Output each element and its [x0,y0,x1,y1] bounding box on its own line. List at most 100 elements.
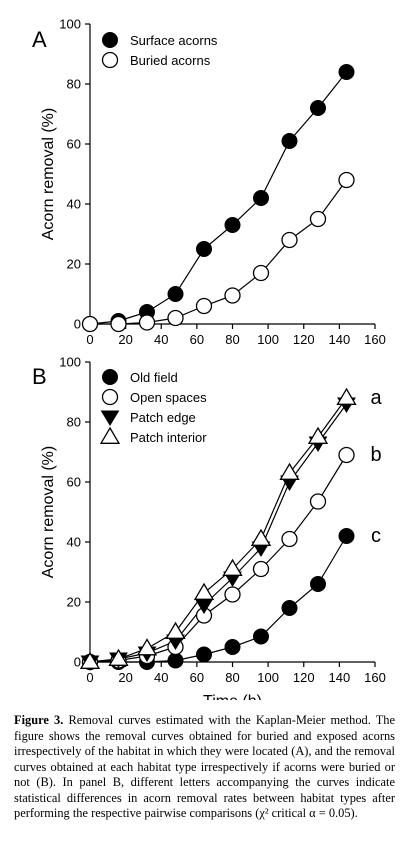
data-point-patch-interior [165,621,186,639]
data-point-buried-acorns [252,264,270,282]
figure: 0 20 40 60 80 100 0 20 40 60 80 100 120 140 160 Acorn r… [32,17,386,701]
data-point-old-field [224,639,241,655]
data-point-patch-interior [79,651,101,669]
legend-label: Surface acorns [130,33,218,48]
significance-letter: b [370,444,381,466]
caption-last-line: (χ² critical α = 0.05). [255,806,358,820]
legend-label: Open spaces [130,390,207,405]
data-point-open-spaces [309,493,327,510]
data-point-patch-interior [250,528,272,546]
x-tick-label: 140 [329,670,351,685]
series-line-patch-interior [89,397,347,663]
data-point-buried-acorns [167,309,184,327]
series-line-old-field [90,535,348,663]
legend-label: Old field [130,370,178,385]
data-point-patch-interior [279,462,300,480]
y-tick-label: 40 [67,197,81,212]
x-tick-label: 140 [329,332,351,347]
data-point-old-field [310,576,326,592]
legend-marker-open-spaces [101,388,119,406]
data-point-patch-interior [336,387,357,405]
data-point-buried-acorns [309,210,327,228]
x-tick-label: 100 [257,332,279,347]
legend-label: Buried acorns [130,53,211,68]
caption-text: Removal curves estimated with the Kaplan… [14,713,395,820]
data-point-surface-acorns [338,64,355,80]
data-point-open-spaces [338,446,355,464]
y-tick-label: 80 [67,77,81,92]
legend-marker-surface-acorns [102,32,118,48]
data-point-patch-interior [307,426,329,444]
data-point-patch-interior [108,648,129,666]
y-tick-label: 80 [67,415,81,430]
x-tick-label: 120 [293,332,315,347]
data-point-patch-interior [222,558,243,576]
data-point-buried-acorns [138,314,156,331]
y-tick-label: 60 [67,475,81,490]
x-tick-label: 160 [364,332,386,347]
series-line-buried-acorns [90,179,347,325]
significance-letter: c [371,525,381,547]
data-point-buried-acorns [338,171,355,189]
data-point-surface-acorns [224,217,241,233]
y-axis-label: Acorn removal (%) [40,446,57,578]
y-axis-label: Acorn removal (%) [40,108,57,240]
data-point-buried-acorns [224,287,241,304]
caption-label: Figure 3. [14,713,64,727]
panel-b: 0 20 40 60 80 100 0 20 40 60 80 100 120 140 160 Acorn r… [32,355,386,701]
data-point-patch-interior [193,582,215,600]
x-tick-label: 160 [364,670,386,685]
x-tick-label: 20 [118,332,132,347]
data-point-surface-acorns [167,286,184,302]
legend-marker-old-field [102,369,118,385]
data-point-open-spaces [224,586,241,603]
x-tick-label: 100 [257,670,279,685]
x-tick-label: 20 [118,670,132,685]
data-point-old-field [196,646,212,663]
data-point-old-field [167,652,184,669]
y-tick-label: 100 [59,17,81,32]
panel-a: 0 20 40 60 80 100 0 20 40 60 80 100 120 140 160 Acorn r… [32,17,386,348]
significance-letter: a [370,387,382,409]
data-point-surface-acorns [310,100,326,116]
x-tick-label: 80 [225,332,239,347]
x-tick-label: 120 [293,670,315,685]
x-axis-label: Time (h) [203,693,262,700]
data-point-buried-acorns [110,315,127,333]
y-tick-label: 0 [74,655,81,670]
legend-marker-patch-edge [100,410,120,427]
panel-label: B [32,364,47,389]
figure-caption: Figure 3. Removal curves estimated with … [14,713,395,822]
data-point-buried-acorns [195,297,213,315]
data-point-surface-acorns [253,190,269,206]
x-tick-label: 80 [225,670,239,685]
series-line-open-spaces [89,454,348,663]
x-tick-label: 60 [190,670,204,685]
legend-label: Patch interior [130,430,207,445]
series-line-patch-edge [89,403,347,663]
x-tick-label: 40 [154,670,168,685]
y-tick-label: 20 [67,595,81,610]
data-point-old-field [253,628,269,645]
panel-label: A [32,27,47,52]
data-point-surface-acorns [196,241,212,257]
data-point-buried-acorns [81,315,99,333]
data-point-open-spaces [252,560,270,578]
data-point-open-spaces [281,530,298,548]
y-tick-label: 100 [59,355,81,370]
legend-label: Patch edge [130,410,196,425]
data-point-buried-acorns [281,231,298,249]
data-point-old-field [281,600,298,616]
legend-marker-buried-acorns [101,51,119,69]
data-point-surface-acorns [281,133,298,149]
y-tick-label: 60 [67,137,81,152]
data-point-old-field [338,528,355,544]
y-tick-label: 0 [74,317,81,332]
y-tick-label: 20 [67,257,81,272]
x-tick-label: 40 [154,332,168,347]
x-tick-label: 60 [190,332,204,347]
data-point-patch-interior [136,638,158,656]
x-tick-label: 0 [86,670,93,685]
series-line-surface-acorns [89,71,347,325]
y-tick-label: 40 [67,535,81,550]
